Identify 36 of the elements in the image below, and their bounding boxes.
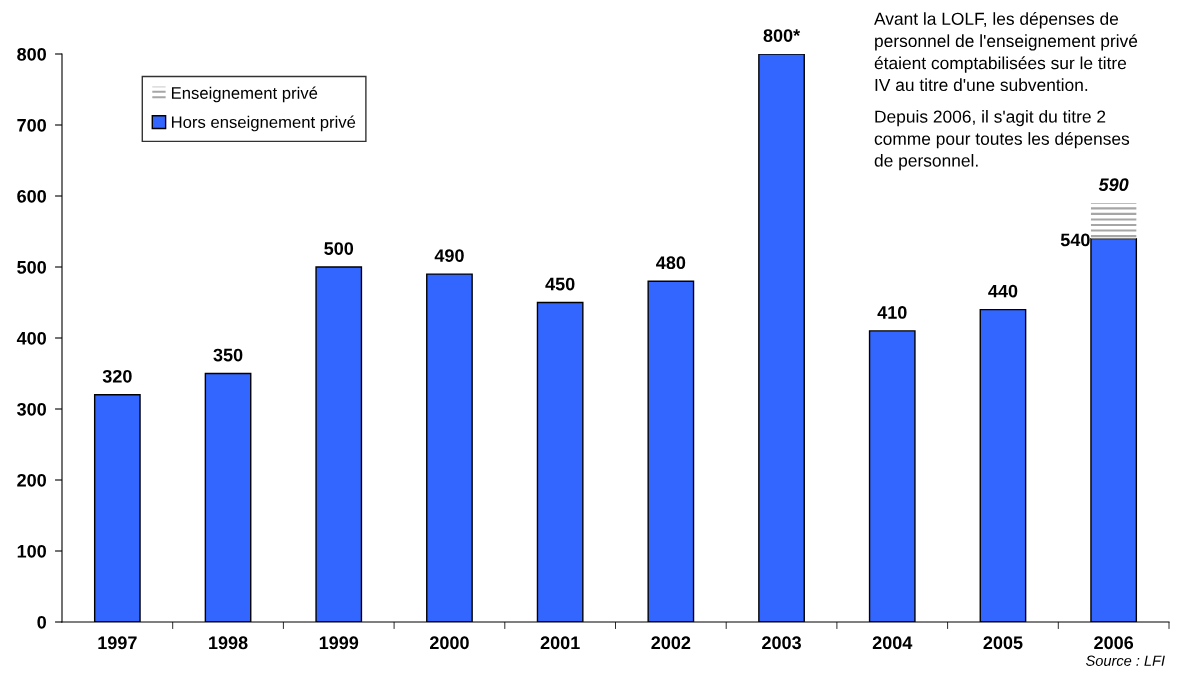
data-label: 320 [102,369,132,383]
y-tick-label: 500 [17,260,46,274]
x-tick-label: 2000 [430,636,469,650]
data-label: 540 [1060,233,1090,247]
data-label: 350 [213,348,243,362]
y-tick-label: 100 [17,544,46,558]
annotation: Avant la LOLF, les dépenses de personnel de l'enseignement privé étaient comptabilisées sur le titre IV au titre d'une subvention. [874,12,1138,92]
y-tick-label: 400 [16,331,46,345]
data-label: 800* [763,29,801,42]
x-tick-label: 2001 [540,636,580,650]
y-tick-label: 600 [17,189,46,203]
total-label: 590 [1098,178,1129,192]
x-tick-label: 2002 [651,636,691,650]
y-tick-label: 700 [17,118,46,132]
x-tick-label: 1997 [98,636,137,650]
x-tick-label: 2005 [983,636,1023,650]
source-note: Source : LFI [1085,655,1165,666]
data-label: 480 [656,256,686,270]
y-tick-label: 0 [37,615,46,629]
x-tick-label: 2006 [1094,636,1134,650]
x-tick-label: 1998 [209,636,248,650]
data-label: 450 [545,277,575,291]
data-label: 440 [988,284,1018,298]
x-tick-label: 2004 [872,636,913,650]
y-tick-label: 200 [17,473,46,487]
bar [1090,203,1137,239]
x-tick-label: 2003 [762,636,801,650]
legend-label: Enseignement privé [171,86,318,103]
y-tick-label: 800 [17,47,46,61]
data-label: 500 [324,242,354,255]
x-tick-label: 1999 [319,636,359,650]
annotation: Depuis 2006, il s'agit du titre 2 comme pour toutes les dépenses de personnel. [874,110,1130,171]
legend-label: Hors enseignement privé [171,115,356,132]
y-tick-label: 300 [17,402,46,416]
data-label: 410 [877,306,907,319]
data-label: 490 [434,249,464,263]
